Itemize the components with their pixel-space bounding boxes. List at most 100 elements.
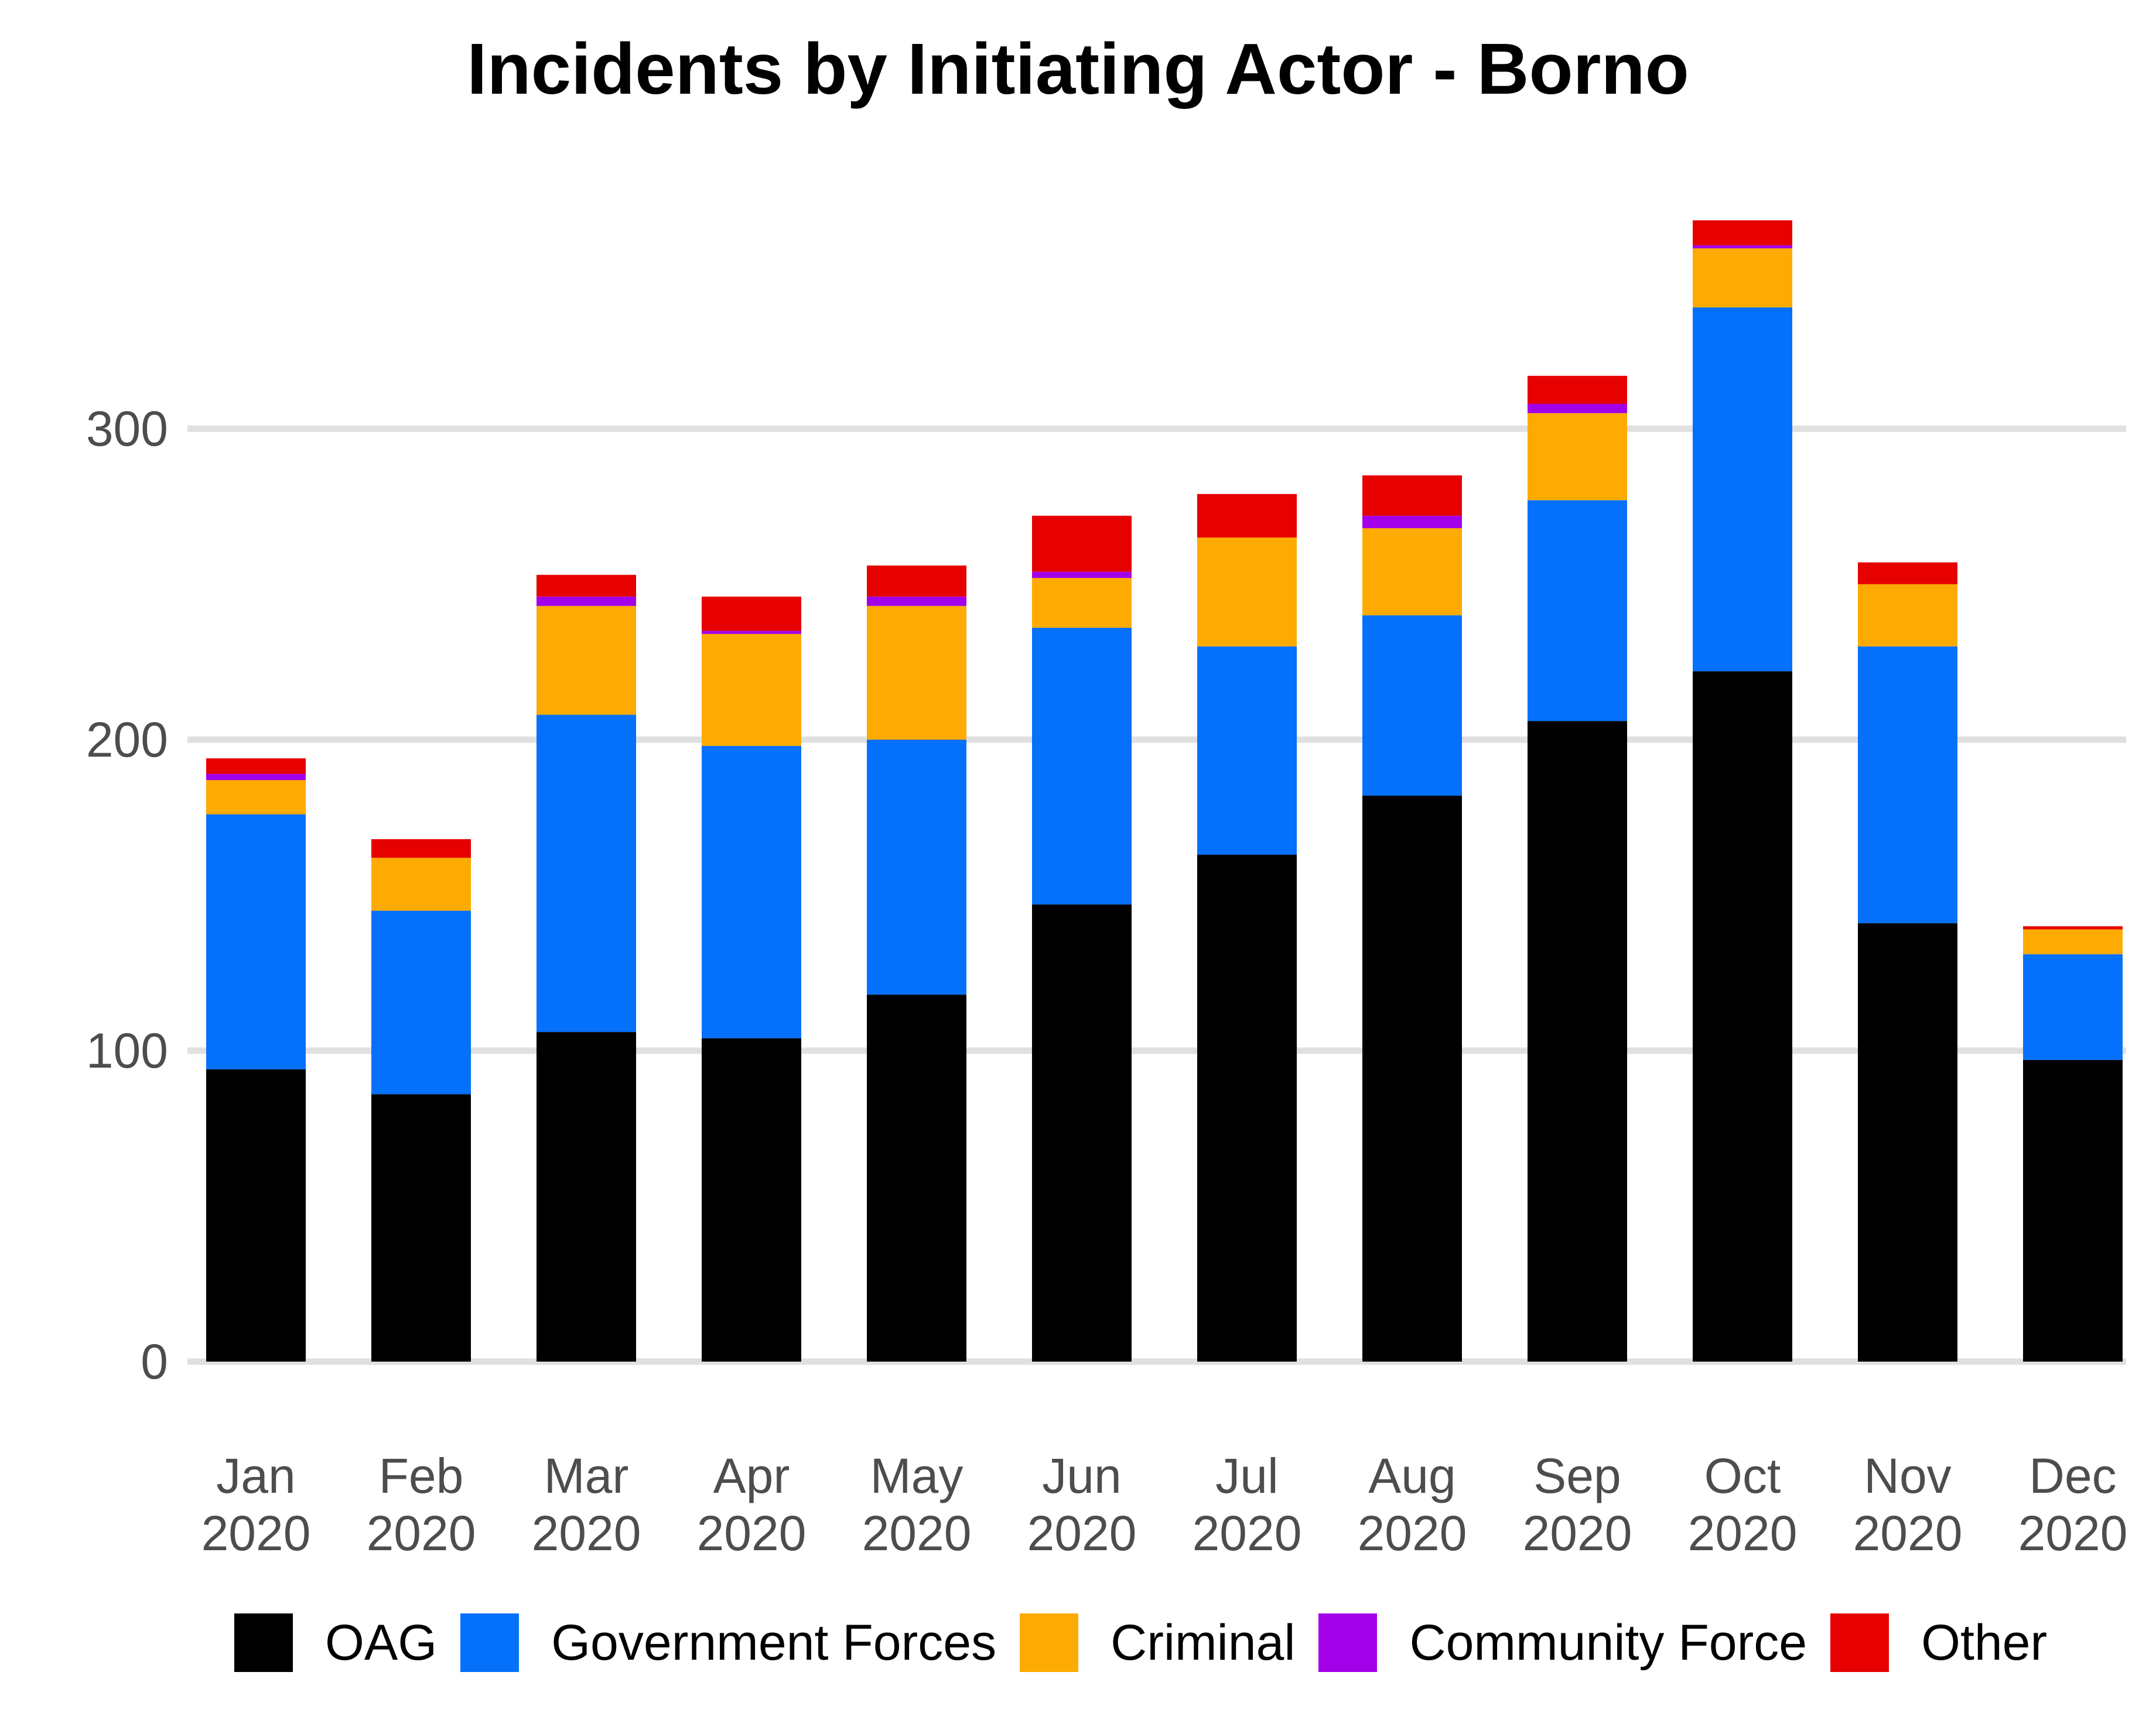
bar-segment-other — [1197, 494, 1297, 538]
bar-segment-criminal — [1693, 248, 1792, 307]
bar-segment-community-force — [1362, 515, 1462, 528]
x-tick-label: 2020 — [532, 1506, 641, 1561]
x-tick-label: Aug — [1368, 1448, 1455, 1503]
legend-swatch — [460, 1613, 520, 1672]
bar-segment-community-force — [702, 631, 801, 634]
bar-segment-other — [1528, 375, 1627, 404]
bar-segment-government-forces — [1858, 646, 1957, 924]
x-tick-label: 2020 — [1027, 1506, 1137, 1561]
bar-segment-oag — [371, 1094, 471, 1362]
bar-segment-other — [1362, 475, 1462, 516]
bar-segment-oag — [537, 1032, 636, 1362]
legend-label: Government Forces — [551, 1614, 997, 1671]
legend-item: Criminal — [1020, 1613, 1295, 1672]
bar-segment-government-forces — [867, 740, 966, 995]
legend-swatch — [1830, 1613, 1890, 1672]
bar-segment-criminal — [1032, 577, 1132, 628]
legend-item: Government Forces — [460, 1613, 996, 1672]
x-tick-label: Jul — [1215, 1448, 1278, 1503]
legend-item: OAG — [234, 1613, 437, 1672]
bar-segment-criminal — [2023, 929, 2123, 955]
bar-segment-criminal — [1197, 537, 1297, 647]
bar-segment-oag — [1858, 923, 1957, 1362]
x-tick-label: Apr — [713, 1448, 790, 1503]
x-tick-label: 2020 — [697, 1506, 807, 1561]
bar-segment-community-force — [1528, 404, 1627, 413]
legend-label: Other — [1921, 1614, 2048, 1671]
x-tick-label: 2020 — [1193, 1506, 1302, 1561]
bars — [206, 220, 2123, 1362]
x-tick-label: 2020 — [1688, 1506, 1798, 1561]
legend-swatch — [234, 1613, 293, 1672]
legend-label: Community Force — [1409, 1614, 1808, 1671]
bar-segment-other — [702, 596, 801, 631]
y-tick-label: 100 — [86, 1023, 168, 1078]
y-tick-label: 0 — [141, 1334, 168, 1389]
bar-segment-criminal — [1362, 528, 1462, 616]
bar-segment-other — [537, 575, 636, 597]
x-tick-label: 2020 — [2018, 1506, 2128, 1561]
bar-segment-oag — [867, 994, 966, 1362]
x-tick-label: 2020 — [201, 1506, 311, 1561]
bar-segment-oag — [206, 1069, 306, 1362]
bar-segment-criminal — [867, 606, 966, 740]
x-tick-label: 2020 — [1853, 1506, 1963, 1561]
y-tick-label: 200 — [86, 712, 168, 767]
bar-segment-government-forces — [537, 714, 636, 1032]
bar-segment-criminal — [702, 634, 801, 746]
gridlines — [187, 425, 2126, 1365]
bar-segment-government-forces — [1693, 307, 1792, 672]
bar-segment-criminal — [371, 857, 471, 911]
bar-segment-criminal — [537, 606, 636, 715]
bar-segment-community-force — [867, 596, 966, 606]
bar-segment-oag — [1032, 904, 1132, 1362]
x-tick-label: May — [870, 1448, 963, 1503]
bar-segment-oag — [702, 1038, 801, 1362]
bar-segment-oag — [1693, 671, 1792, 1362]
chart-title: Incidents by Initiating Actor - Borno — [467, 29, 1689, 110]
legend-item: Other — [1830, 1613, 2047, 1672]
x-tick-label: Oct — [1704, 1448, 1781, 1503]
bar-segment-government-forces — [2023, 954, 2123, 1060]
x-tick-label: Sep — [1533, 1448, 1621, 1503]
bar-segment-oag — [2023, 1059, 2123, 1362]
x-tick-label: 2020 — [367, 1506, 476, 1561]
y-tick-label: 300 — [86, 401, 168, 456]
bar-segment-oag — [1362, 795, 1462, 1362]
bar-segment-community-force — [1693, 245, 1792, 249]
bar-segment-community-force — [206, 774, 306, 781]
bar-segment-other — [867, 565, 966, 597]
legend-label: Criminal — [1111, 1614, 1296, 1671]
x-axis-ticks: Jan2020Feb2020Mar2020Apr2020May2020Jun20… — [201, 1448, 2128, 1561]
x-tick-label: Dec — [2029, 1448, 2116, 1503]
legend-label: OAG — [325, 1614, 438, 1671]
x-tick-label: 2020 — [1358, 1506, 1467, 1561]
bar-segment-community-force — [1032, 572, 1132, 578]
legend-swatch — [1020, 1613, 1079, 1672]
bar-segment-government-forces — [1032, 627, 1132, 905]
bar-segment-government-forces — [1197, 646, 1297, 855]
bar-segment-oag — [1197, 854, 1297, 1362]
legend: OAG Government Forces Criminal Community Fo… — [234, 1608, 2070, 1678]
x-tick-label: Jun — [1042, 1448, 1121, 1503]
bar-segment-community-force — [537, 596, 636, 606]
x-tick-label: Jan — [216, 1448, 295, 1503]
bar-segment-other — [206, 758, 306, 774]
legend-item: Community Force — [1318, 1613, 1807, 1672]
bar-segment-other — [1693, 220, 1792, 245]
bar-segment-other — [1858, 562, 1957, 584]
bar-segment-criminal — [1858, 584, 1957, 647]
y-axis-ticks: 0 100 200 300 — [86, 401, 168, 1389]
x-tick-label: Nov — [1864, 1448, 1951, 1503]
bar-segment-criminal — [206, 780, 306, 815]
bar-segment-criminal — [1528, 413, 1627, 501]
bar-segment-government-forces — [1528, 500, 1627, 722]
bar-segment-other — [2023, 926, 2123, 929]
bar-segment-oag — [1528, 721, 1627, 1362]
x-tick-label: 2020 — [862, 1506, 972, 1561]
bar-segment-government-forces — [702, 746, 801, 1038]
x-tick-label: 2020 — [1523, 1506, 1632, 1561]
bar-segment-government-forces — [206, 814, 306, 1069]
bar-segment-government-forces — [1362, 615, 1462, 796]
